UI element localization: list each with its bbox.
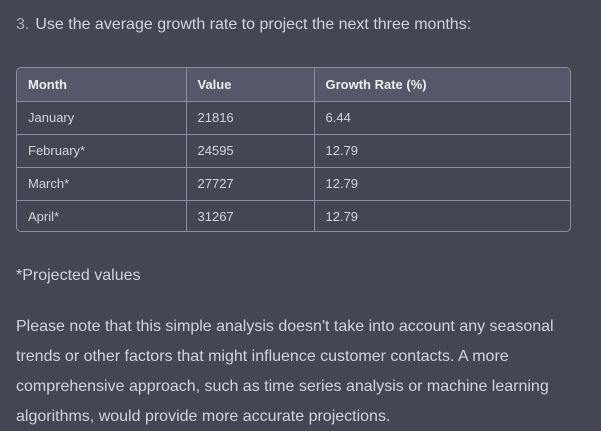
table-row: April* 31267 12.79: [17, 200, 570, 231]
note-paragraph: Please note that this simple analysis do…: [16, 318, 554, 425]
data-table: Month Value Growth Rate (%) January 2181…: [17, 68, 570, 231]
table-row: January 21816 6.44: [17, 101, 570, 135]
list-step: 3. Use the average growth rate to project…: [16, 14, 471, 36]
cell-month: March*: [17, 167, 187, 201]
footnote: *Projected values: [16, 267, 141, 284]
table-row: February* 24595 12.79: [17, 134, 570, 168]
cell-month: February*: [17, 134, 187, 168]
table-row: March* 27727 12.79: [17, 167, 570, 201]
cell-value: 31267: [186, 200, 315, 231]
cell-month: April*: [17, 200, 187, 231]
cell-growth-rate: 6.44: [314, 101, 570, 135]
cell-month: January: [17, 101, 187, 135]
cell-value: 21816: [186, 101, 315, 135]
cell-growth-rate: 12.79: [314, 134, 570, 168]
projection-table: Month Value Growth Rate (%) January 2181…: [16, 67, 571, 232]
cell-value: 27727: [186, 167, 315, 201]
cell-value: 24595: [186, 134, 315, 168]
header-value: Value: [186, 68, 315, 102]
step-text: Use the average growth rate to project t…: [35, 16, 472, 33]
cell-growth-rate: 12.79: [325, 209, 359, 225]
table-header-row: Month Value Growth Rate (%): [17, 68, 570, 102]
header-growth-rate: Growth Rate (%): [314, 68, 570, 102]
step-number: 3.: [16, 16, 30, 33]
cell-growth-rate: 12.79: [314, 167, 570, 201]
header-month: Month: [17, 68, 187, 102]
